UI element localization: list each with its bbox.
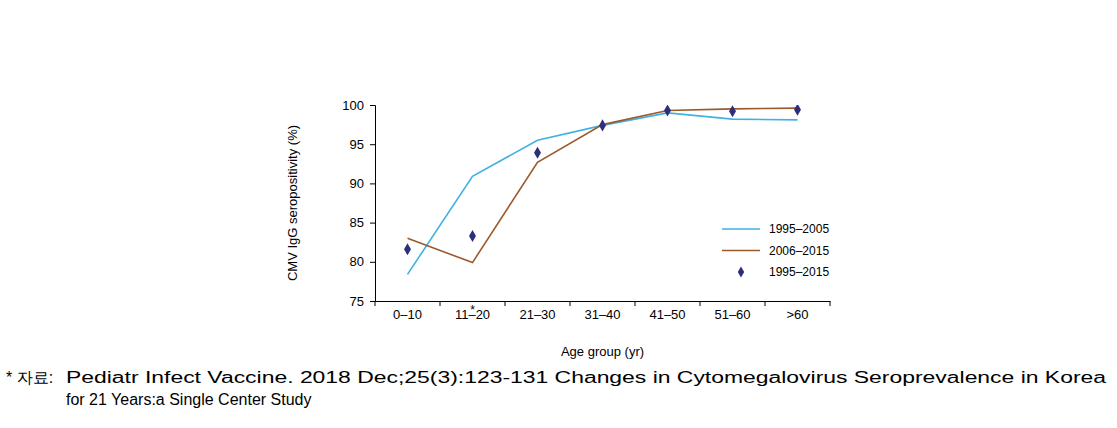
x-separator [375, 301, 376, 306]
source-label: * 자료: [6, 369, 53, 386]
legend-label: 1995–2005 [769, 222, 829, 236]
y-tick-mark [370, 301, 375, 302]
x-tick-label: 21–30 [519, 307, 555, 322]
y-tick: 75 [350, 294, 375, 309]
y-tick-mark [370, 183, 375, 184]
y-tick-label: 85 [350, 215, 364, 230]
y-tick-mark [370, 262, 375, 263]
scatter-point [729, 105, 736, 117]
y-tick: 85 [350, 215, 375, 230]
x-tick: 31–40 [584, 307, 620, 322]
x-axis-title: Age group (yr) [561, 344, 644, 359]
y-tick-label: 100 [342, 98, 364, 113]
x-separator [440, 301, 441, 306]
x-tick-label: >60 [786, 307, 808, 322]
x-tick-label: 51–60 [714, 307, 750, 322]
x-separator [570, 301, 571, 306]
y-tick-label: 90 [350, 176, 364, 191]
x-tick-label: 0–10 [393, 307, 422, 322]
legend-swatch [722, 250, 760, 252]
x-separator [765, 301, 766, 306]
y-tick: 90 [350, 176, 375, 191]
y-tick-mark [370, 223, 375, 224]
annotation: * [470, 303, 475, 317]
y-axis-line [370, 106, 376, 302]
y-tick-label: 95 [350, 137, 364, 152]
legend-item: 2006–2015 [722, 244, 829, 258]
scatter-point [404, 243, 411, 255]
x-tick: >60 [786, 307, 808, 322]
x-tick-label: 31–40 [584, 307, 620, 322]
y-tick-label: 80 [350, 254, 364, 269]
x-tick: 41–50 [649, 307, 685, 322]
y-tick-label: 75 [350, 294, 364, 309]
legend-label: 2006–2015 [769, 244, 829, 258]
y-tick-mark [370, 105, 375, 106]
legend-swatch [738, 266, 744, 277]
legend-item: 1995–2015 [738, 265, 830, 279]
chart: 75808590951000–1011–2021–3031–4041–5051–… [0, 0, 1117, 428]
scatter-point [794, 105, 801, 116]
x-axis-line [376, 301, 831, 302]
scatter-point [664, 105, 671, 117]
x-separators [375, 301, 830, 306]
y-axis-title: CMV IgG seropositivity (%) [285, 125, 300, 281]
x-separator [700, 301, 701, 306]
x-axis: 0–1011–2021–3031–4041–5051–60>60 [376, 302, 831, 323]
x-tick-label: 41–50 [649, 307, 685, 322]
scatter-point [534, 147, 541, 159]
x-tick: 21–30 [519, 307, 555, 322]
plot-marks [404, 105, 801, 274]
series-line [408, 113, 798, 275]
x-separator [635, 301, 636, 306]
x-separator [830, 301, 831, 306]
source-line: for 21 Years:a Single Center Study [66, 391, 312, 408]
source-line: Pediatr Infect Vaccine. 2018 Dec;25(3):1… [66, 369, 1106, 386]
scatter-point [469, 230, 476, 242]
y-tick: 80 [350, 254, 375, 269]
y-tick: 100 [342, 98, 375, 113]
legend: 1995–2005 2006–2015 1995–2015 [722, 222, 829, 279]
x-separator [505, 301, 506, 306]
x-tick: 51–60 [714, 307, 750, 322]
series-line [408, 108, 798, 262]
x-tick: 0–10 [393, 307, 422, 322]
scatter-point [599, 119, 606, 131]
legend-label: 1995–2015 [769, 265, 829, 279]
y-tick: 95 [350, 137, 375, 152]
y-axis: 75 80 85 90 95 100 [342, 98, 375, 309]
legend-item: 1995–2005 [722, 222, 829, 236]
legend-swatch [722, 228, 760, 230]
y-tick-mark [370, 144, 375, 145]
